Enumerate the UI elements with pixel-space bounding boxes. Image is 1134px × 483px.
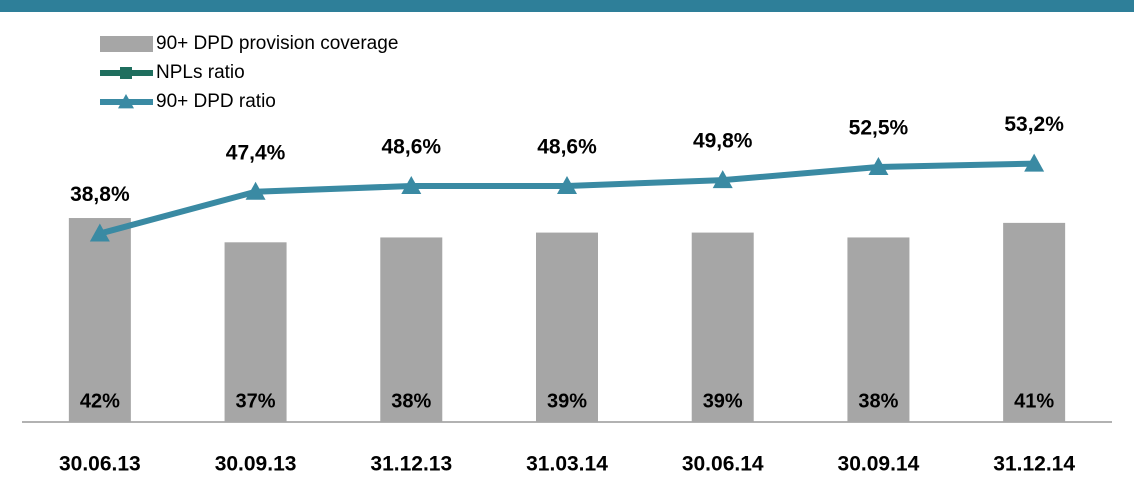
bar-value-label: 38% — [858, 390, 898, 412]
bar-value-label: 42% — [80, 390, 120, 412]
x-tick-label: 31.03.14 — [526, 453, 608, 476]
line-marker — [868, 157, 889, 176]
line-marker — [401, 175, 422, 194]
line-value-label: 48,6% — [537, 136, 597, 159]
bar-value-label: 37% — [236, 390, 276, 412]
line-marker — [1024, 153, 1045, 172]
x-tick-label: 31.12.14 — [993, 453, 1075, 476]
bar — [68, 218, 131, 422]
line-marker — [712, 170, 733, 189]
legend-swatch — [100, 36, 153, 52]
line-value-label: 53,2% — [1004, 113, 1064, 136]
line-value-label: 52,5% — [849, 117, 909, 140]
x-tick-label: 30.06.13 — [59, 453, 141, 476]
legend-marker — [118, 94, 134, 109]
line-value-label: 48,6% — [382, 136, 442, 159]
top-band — [0, 0, 1134, 12]
line-marker — [557, 175, 577, 194]
bar-value-label: 38% — [391, 390, 431, 412]
bar — [691, 232, 754, 422]
x-tick-label: 30.09.14 — [838, 453, 920, 476]
bar-value-label: 39% — [547, 390, 587, 412]
bar — [536, 232, 598, 422]
legend-label: 90+ DPD ratio — [156, 91, 276, 112]
bar — [847, 237, 910, 422]
legend-label: NPLs ratio — [156, 62, 245, 83]
bar — [1003, 222, 1066, 422]
x-tick-label: 30.09.13 — [215, 453, 297, 476]
bar-value-label: 39% — [703, 390, 743, 412]
line-value-label: 38,8% — [70, 183, 130, 206]
bar — [224, 242, 287, 422]
legend-marker — [120, 67, 132, 79]
x-tick-label: 30.06.14 — [682, 453, 764, 476]
bar — [380, 237, 443, 422]
line-marker — [245, 181, 266, 200]
x-tick-label: 31.12.13 — [370, 453, 452, 476]
legend-label: 90+ DPD provision coverage — [156, 33, 398, 54]
line-marker — [89, 223, 110, 242]
line-value-label: 49,8% — [693, 130, 753, 153]
line — [99, 160, 1035, 237]
bar-value-label: 41% — [1014, 390, 1054, 412]
line-value-label: 47,4% — [226, 141, 286, 164]
